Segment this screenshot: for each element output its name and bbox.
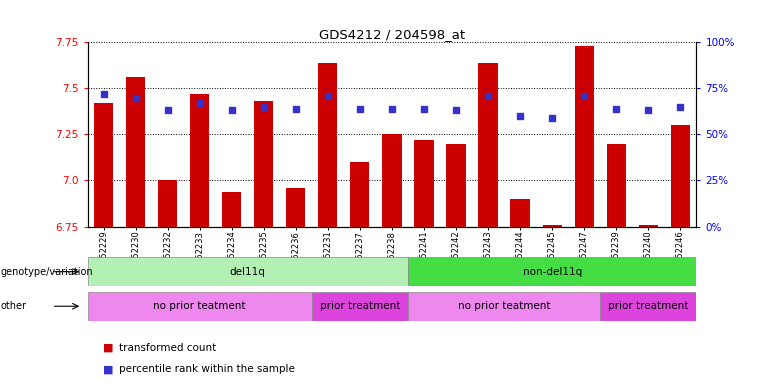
Text: no prior teatment: no prior teatment xyxy=(154,301,246,311)
Bar xyxy=(350,162,370,227)
Text: percentile rank within the sample: percentile rank within the sample xyxy=(119,364,295,374)
Bar xyxy=(382,134,402,227)
Text: del11q: del11q xyxy=(230,266,266,277)
Bar xyxy=(222,192,241,227)
Text: ■: ■ xyxy=(103,343,113,353)
Bar xyxy=(543,225,562,227)
Text: genotype/variation: genotype/variation xyxy=(1,266,94,277)
Text: prior treatment: prior treatment xyxy=(608,301,689,311)
Text: no prior teatment: no prior teatment xyxy=(458,301,550,311)
Bar xyxy=(158,180,177,227)
Text: non-del11q: non-del11q xyxy=(523,266,581,277)
Text: ■: ■ xyxy=(103,364,113,374)
Bar xyxy=(318,63,337,227)
Bar xyxy=(408,292,600,321)
Bar xyxy=(479,63,498,227)
Bar xyxy=(94,103,113,227)
Bar xyxy=(638,225,658,227)
Bar xyxy=(414,140,434,227)
Text: other: other xyxy=(1,301,27,311)
Bar xyxy=(607,144,626,227)
Bar xyxy=(575,46,594,227)
Bar xyxy=(286,188,305,227)
Bar xyxy=(88,257,408,286)
Bar xyxy=(670,125,690,227)
Bar xyxy=(88,292,312,321)
Bar xyxy=(447,144,466,227)
Bar xyxy=(511,199,530,227)
Bar xyxy=(408,257,696,286)
Bar xyxy=(254,101,273,227)
Text: prior treatment: prior treatment xyxy=(320,301,400,311)
Bar xyxy=(600,292,696,321)
Bar xyxy=(312,292,408,321)
Title: GDS4212 / 204598_at: GDS4212 / 204598_at xyxy=(319,28,465,41)
Bar xyxy=(126,77,145,227)
Text: transformed count: transformed count xyxy=(119,343,217,353)
Bar xyxy=(190,94,209,227)
